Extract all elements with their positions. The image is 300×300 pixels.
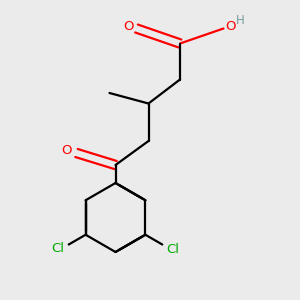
Text: O: O	[124, 20, 134, 33]
Text: Cl: Cl	[52, 242, 65, 256]
Text: O: O	[62, 144, 72, 157]
Text: O: O	[225, 20, 236, 33]
Text: Cl: Cl	[166, 242, 179, 256]
Text: H: H	[236, 14, 244, 27]
